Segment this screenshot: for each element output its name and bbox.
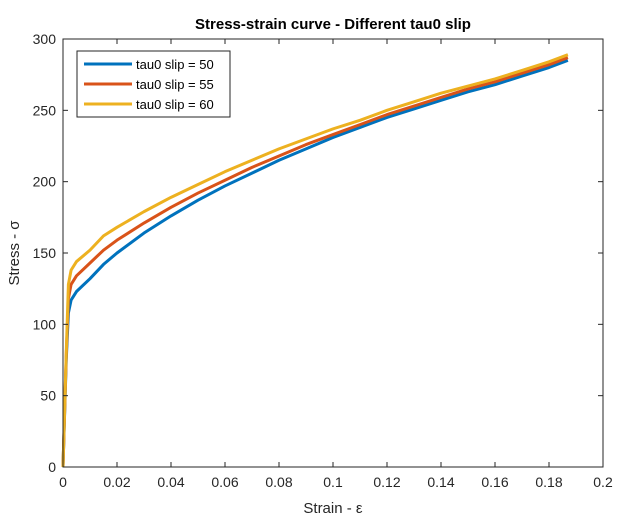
- x-tick-label: 0.14: [427, 474, 454, 490]
- x-tick-label: 0: [59, 474, 67, 490]
- x-tick-label: 0.1: [323, 474, 343, 490]
- x-tick-label: 0.02: [103, 474, 130, 490]
- y-tick-label: 150: [33, 245, 57, 261]
- x-tick-label: 0.04: [157, 474, 184, 490]
- legend-entries: tau0 slip = 50 tau0 slip = 55 tau0 slip = …: [84, 57, 214, 112]
- y-axis-label: Stress - σ: [6, 220, 23, 286]
- series-line-2: [61, 56, 569, 468]
- x-tick-label: 0.08: [265, 474, 292, 490]
- legend-label-1: tau0 slip = 50: [136, 57, 214, 72]
- chart-title: Stress-strain curve - Different tau0 sli…: [195, 16, 471, 33]
- series-layer: [61, 53, 569, 468]
- y-tick-label: 300: [33, 31, 57, 47]
- y-tick-label: 200: [33, 174, 57, 190]
- tick-layer: 0 0.02 0.04 0.06 0.08 0.1 0.12 0.14 0.16 0.18 0.2 0…: [33, 31, 613, 490]
- series-line-1: [61, 58, 569, 468]
- series-line-3: [61, 53, 569, 468]
- legend-label-2: tau0 slip = 55: [136, 77, 214, 92]
- legend: tau0 slip = 50 tau0 slip = 55 tau0 slip = …: [76, 50, 231, 118]
- y-tick-label: 0: [48, 459, 56, 475]
- x-tick-label: 0.12: [373, 474, 400, 490]
- x-tick-label: 0.16: [481, 474, 508, 490]
- y-tick-label: 100: [33, 316, 57, 332]
- x-tick-label: 0.18: [535, 474, 562, 490]
- y-tick-label: 50: [40, 388, 56, 404]
- x-tick-label: 0.2: [593, 474, 613, 490]
- x-tick-label: 0.06: [211, 474, 238, 490]
- legend-label-3: tau0 slip = 60: [136, 97, 214, 112]
- x-axis-label: Strain - ε: [303, 500, 363, 517]
- y-tick-label: 250: [33, 102, 57, 118]
